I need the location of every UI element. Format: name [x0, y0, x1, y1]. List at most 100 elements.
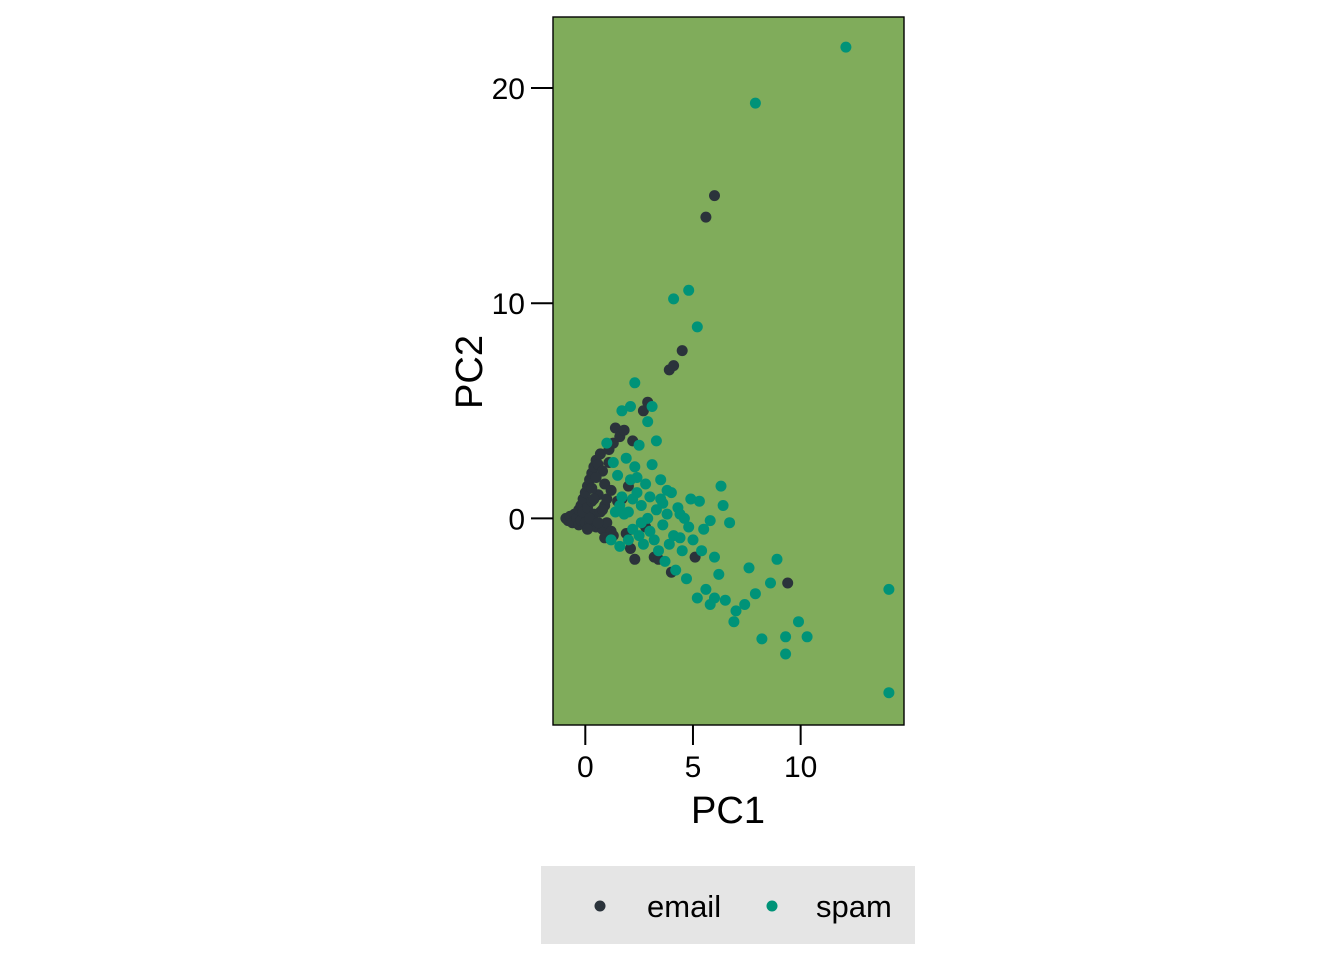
data-point-spam	[696, 545, 708, 557]
data-point-spam	[650, 435, 662, 447]
data-point-spam	[612, 469, 624, 481]
y-axis-label: PC2	[449, 335, 491, 409]
data-point-spam	[743, 562, 755, 574]
data-point-spam	[616, 405, 628, 417]
data-point-email	[618, 424, 630, 436]
data-point-spam	[661, 508, 673, 520]
data-point-email	[629, 553, 641, 565]
data-point-spam	[640, 478, 652, 490]
data-point-spam	[644, 525, 656, 537]
data-point-email	[637, 405, 649, 417]
data-point-spam	[644, 491, 656, 503]
data-point-spam	[674, 532, 686, 544]
data-point-spam	[780, 648, 792, 660]
data-point-spam	[648, 534, 660, 546]
data-point-spam	[633, 530, 645, 542]
data-point-spam	[840, 41, 852, 53]
data-point-email	[609, 422, 621, 434]
x-tick-label: 0	[577, 751, 594, 784]
data-point-spam	[616, 491, 628, 503]
data-point-spam	[670, 564, 682, 576]
y-tick-label: 10	[492, 288, 525, 321]
data-point-spam	[730, 605, 742, 617]
data-point-spam	[683, 284, 695, 296]
data-point-spam	[653, 545, 664, 557]
data-point-spam	[780, 631, 792, 643]
data-points	[560, 41, 895, 699]
data-point-spam	[633, 439, 645, 451]
legend-label-email: email	[647, 889, 721, 924]
data-point-spam	[739, 599, 751, 610]
data-point-email	[588, 493, 600, 505]
data-point-email	[668, 360, 680, 372]
data-point-spam	[635, 500, 647, 511]
data-point-spam	[793, 616, 804, 628]
data-point-email	[601, 517, 613, 529]
data-point-spam	[715, 480, 727, 492]
data-point-spam	[771, 553, 783, 565]
data-point-spam	[719, 594, 731, 606]
data-point-spam	[659, 555, 671, 567]
y-axis: 0 10 20	[492, 73, 553, 536]
data-point-spam	[691, 321, 703, 333]
spam-series	[601, 41, 895, 699]
legend-key-email	[594, 900, 606, 912]
data-point-email	[586, 482, 598, 494]
data-point-spam	[622, 534, 634, 546]
data-point-spam	[620, 452, 632, 464]
data-point-spam	[713, 568, 725, 580]
data-point-spam	[698, 523, 710, 535]
data-point-email	[782, 577, 794, 589]
data-point-spam	[668, 293, 680, 305]
x-axis: 0 5 10	[577, 725, 817, 784]
data-point-spam	[700, 583, 712, 595]
data-point-spam	[631, 472, 643, 483]
data-point-spam	[681, 573, 692, 585]
data-point-spam	[724, 517, 736, 529]
data-point-spam	[687, 534, 699, 546]
data-point-spam	[717, 500, 729, 511]
data-point-email	[597, 504, 608, 516]
data-point-spam	[709, 551, 720, 563]
data-point-spam	[709, 592, 720, 604]
x-tick-label: 5	[685, 751, 702, 784]
data-point-spam	[676, 545, 688, 557]
data-point-email	[592, 517, 604, 529]
legend: email spam	[541, 866, 915, 944]
data-point-spam	[625, 401, 636, 412]
data-point-spam	[693, 495, 705, 507]
x-tick-label: 10	[784, 751, 817, 784]
y-tick-label: 0	[508, 503, 525, 536]
data-point-spam	[618, 508, 630, 520]
data-point-spam	[883, 583, 895, 595]
data-point-email	[700, 211, 712, 223]
data-point-spam	[637, 538, 649, 550]
legend-key-spam	[766, 900, 778, 912]
data-point-spam	[627, 493, 639, 505]
data-point-spam	[657, 497, 669, 509]
data-point-email	[590, 472, 602, 483]
data-point-spam	[749, 97, 761, 109]
data-point-spam	[661, 484, 673, 496]
data-point-spam	[614, 540, 626, 552]
data-point-spam	[614, 500, 626, 511]
data-point-spam	[883, 687, 895, 699]
data-point-spam	[607, 457, 619, 468]
data-point-spam	[704, 515, 716, 527]
data-point-spam	[601, 437, 613, 449]
data-point-spam	[663, 538, 675, 550]
legend-label-spam: spam	[816, 889, 892, 924]
plot-panel-border	[552, 16, 905, 726]
data-point-spam	[674, 508, 686, 520]
data-point-email	[594, 448, 606, 460]
data-point-spam	[765, 577, 776, 589]
data-point-spam	[683, 521, 695, 533]
data-point-spam	[657, 519, 669, 531]
data-point-spam	[749, 588, 761, 600]
data-point-email	[709, 190, 720, 202]
data-point-spam	[655, 474, 667, 486]
x-axis-label: PC1	[691, 790, 765, 832]
data-point-email	[584, 512, 596, 524]
data-point-email	[605, 484, 617, 496]
